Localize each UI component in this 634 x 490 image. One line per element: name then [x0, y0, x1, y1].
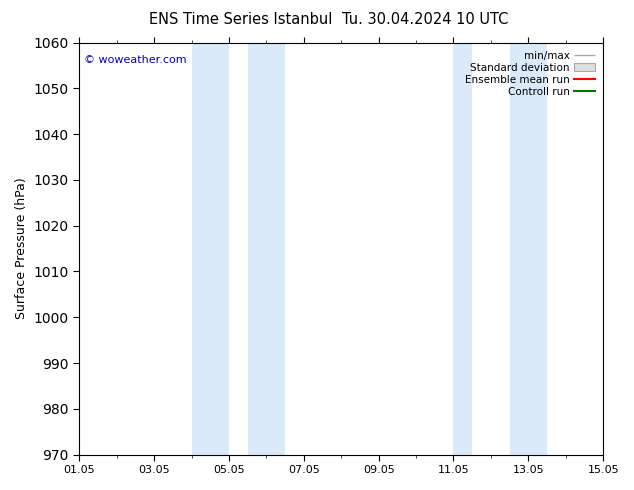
Bar [248, 43, 285, 455]
Y-axis label: Surface Pressure (hPa): Surface Pressure (hPa) [15, 178, 28, 319]
Bar [191, 43, 229, 455]
Legend: min/max, Standard deviation, Ensemble mean run, Controll run: min/max, Standard deviation, Ensemble me… [462, 48, 598, 100]
Text: Tu. 30.04.2024 10 UTC: Tu. 30.04.2024 10 UTC [342, 12, 508, 27]
Bar [453, 43, 472, 455]
Text: © woweather.com: © woweather.com [84, 55, 187, 65]
Bar [510, 43, 547, 455]
Text: ENS Time Series Istanbul: ENS Time Series Istanbul [149, 12, 333, 27]
